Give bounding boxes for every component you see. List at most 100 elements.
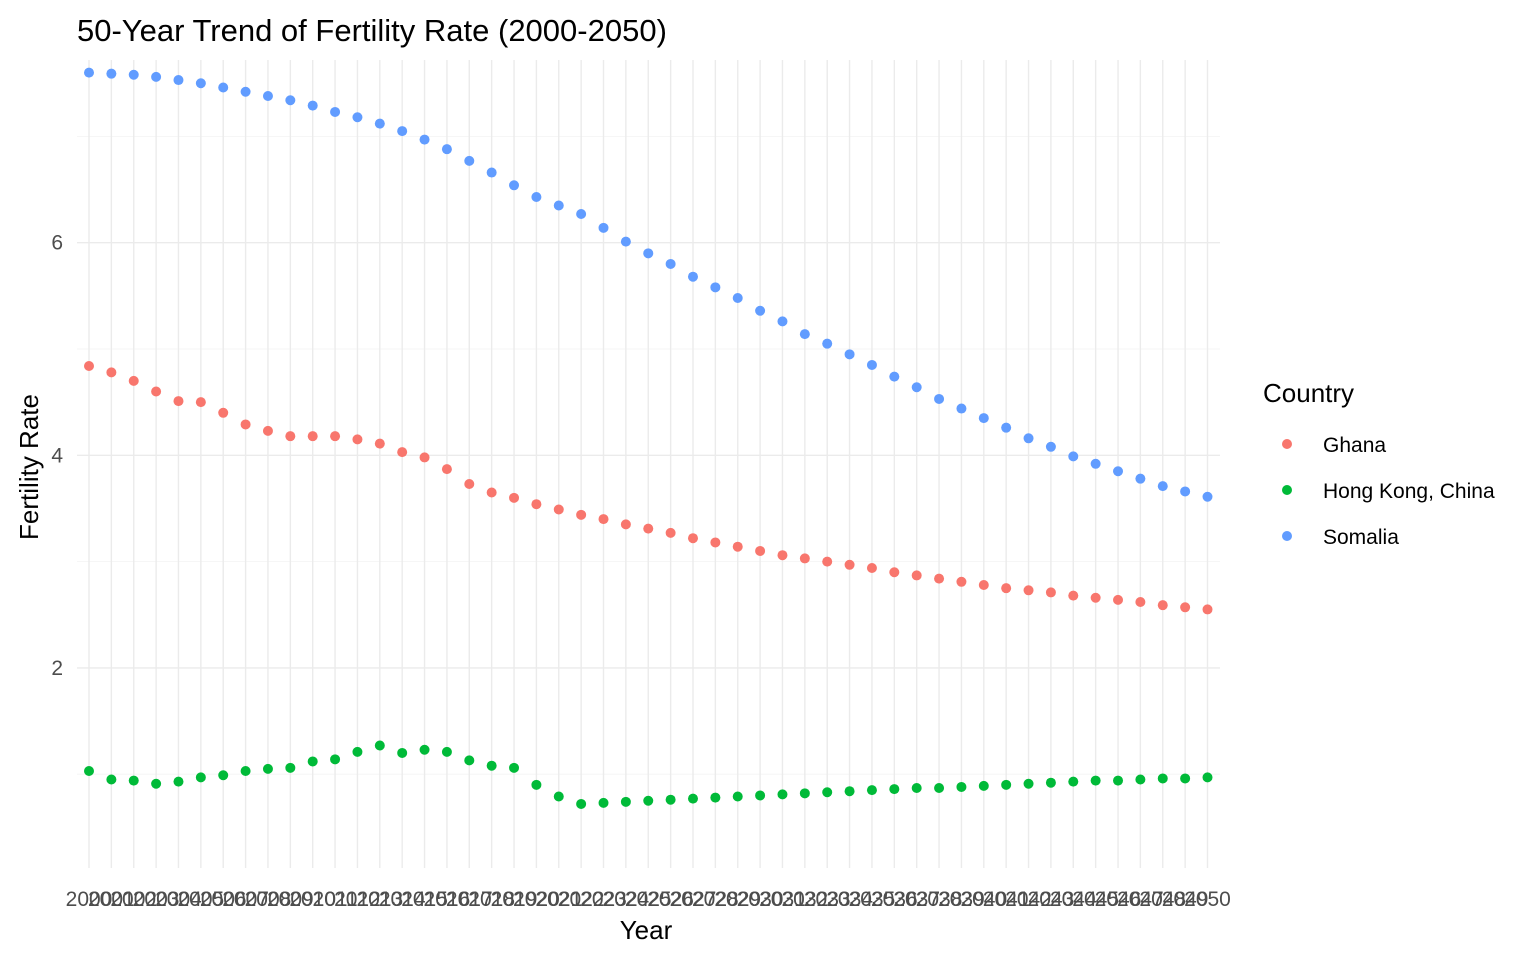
x-tick-label: 2037 xyxy=(893,888,940,911)
x-tick-label: 2017 xyxy=(446,888,493,911)
x-tick-label: 2033 xyxy=(804,888,851,911)
data-point xyxy=(956,781,967,792)
data-point xyxy=(755,790,766,801)
data-point xyxy=(643,248,654,259)
data-point xyxy=(1068,776,1079,787)
data-point xyxy=(934,393,945,404)
data-point xyxy=(441,464,452,475)
x-tick-label: 2003 xyxy=(133,888,180,911)
data-point xyxy=(173,75,184,86)
x-tick-label: 2028 xyxy=(692,888,739,911)
data-point xyxy=(732,541,743,552)
data-point xyxy=(598,514,609,525)
data-point xyxy=(665,794,676,805)
legend-label: Ghana xyxy=(1323,434,1386,457)
data-point xyxy=(889,784,900,795)
x-tick-label: 2001 xyxy=(88,888,135,911)
data-point xyxy=(978,579,989,590)
x-tick-label: 2004 xyxy=(155,888,202,911)
data-point xyxy=(576,208,587,219)
data-point xyxy=(128,775,139,786)
data-point xyxy=(956,403,967,414)
data-point xyxy=(509,492,520,503)
x-tick-label: 2049 xyxy=(1162,888,1209,911)
chart-title: 50-Year Trend of Fertility Rate (2000-20… xyxy=(77,13,667,48)
data-point xyxy=(307,100,318,111)
x-tick-label: 2000 xyxy=(66,888,113,911)
x-tick-label: 2020 xyxy=(513,888,560,911)
data-point xyxy=(128,69,139,80)
data-point xyxy=(1180,602,1191,613)
data-point xyxy=(352,112,363,123)
data-point xyxy=(285,431,296,442)
data-point xyxy=(643,795,654,806)
x-tick-label: 2022 xyxy=(558,888,605,911)
data-point xyxy=(665,258,676,269)
data-point xyxy=(419,744,430,755)
legend-items: Ghana Hong Kong, China Somalia xyxy=(1282,434,1495,549)
data-point xyxy=(911,783,922,794)
x-tick-label: 2035 xyxy=(849,888,896,911)
data-point xyxy=(732,791,743,802)
data-point xyxy=(978,780,989,791)
legend: Country Ghana Hong Kong, China Somalia xyxy=(1263,378,1495,549)
data-point xyxy=(151,386,162,397)
data-point xyxy=(173,396,184,407)
data-point xyxy=(866,785,877,796)
data-point xyxy=(799,788,810,799)
data-point xyxy=(911,382,922,393)
data-point xyxy=(352,434,363,445)
data-point xyxy=(1001,422,1012,433)
data-point xyxy=(374,118,385,129)
data-point xyxy=(128,375,139,386)
x-axis-title: Year xyxy=(620,915,673,945)
y-tick-label: 2 xyxy=(51,657,63,680)
data-point xyxy=(1023,778,1034,789)
x-tick-label: 2026 xyxy=(647,888,694,911)
data-point xyxy=(397,447,408,458)
data-point xyxy=(262,425,273,436)
data-point xyxy=(262,91,273,102)
data-point xyxy=(1202,772,1213,783)
x-tick-label: 2047 xyxy=(1117,888,1164,911)
data-point xyxy=(755,305,766,316)
x-tick-label: 2015 xyxy=(401,888,448,911)
data-point xyxy=(397,747,408,758)
x-tick-label: 2045 xyxy=(1072,888,1119,911)
data-point xyxy=(1090,592,1101,603)
data-point xyxy=(195,772,206,783)
data-point xyxy=(374,438,385,449)
x-tick-label: 2021 xyxy=(535,888,582,911)
legend-key xyxy=(1282,531,1292,541)
data-point xyxy=(844,559,855,570)
x-tick-label: 2011 xyxy=(312,888,357,911)
data-point xyxy=(486,487,497,498)
data-point xyxy=(1068,590,1079,601)
x-tick-label: 2046 xyxy=(1095,888,1142,911)
data-point xyxy=(665,527,676,538)
data-point xyxy=(643,523,654,534)
data-point xyxy=(106,68,117,79)
data-point xyxy=(307,431,318,442)
x-tick-label: 2012 xyxy=(334,888,381,911)
data-point xyxy=(911,570,922,581)
data-point xyxy=(1157,481,1168,492)
data-point xyxy=(620,796,631,807)
series-ghana xyxy=(84,361,1213,615)
x-tick-label: 2043 xyxy=(1028,888,1075,911)
data-point xyxy=(1090,775,1101,786)
data-point xyxy=(1090,458,1101,469)
data-point xyxy=(889,371,900,382)
x-tick-label: 2039 xyxy=(938,888,985,911)
data-point xyxy=(464,755,475,766)
x-tick-label: 2023 xyxy=(580,888,627,911)
data-point xyxy=(598,222,609,233)
data-point xyxy=(620,519,631,530)
y-tick-label: 6 xyxy=(51,232,63,255)
data-point xyxy=(240,766,251,777)
data-point xyxy=(799,329,810,340)
data-point xyxy=(1001,779,1012,790)
x-tick-label: 2038 xyxy=(916,888,963,911)
data-point xyxy=(1113,466,1124,477)
data-point xyxy=(889,567,900,578)
